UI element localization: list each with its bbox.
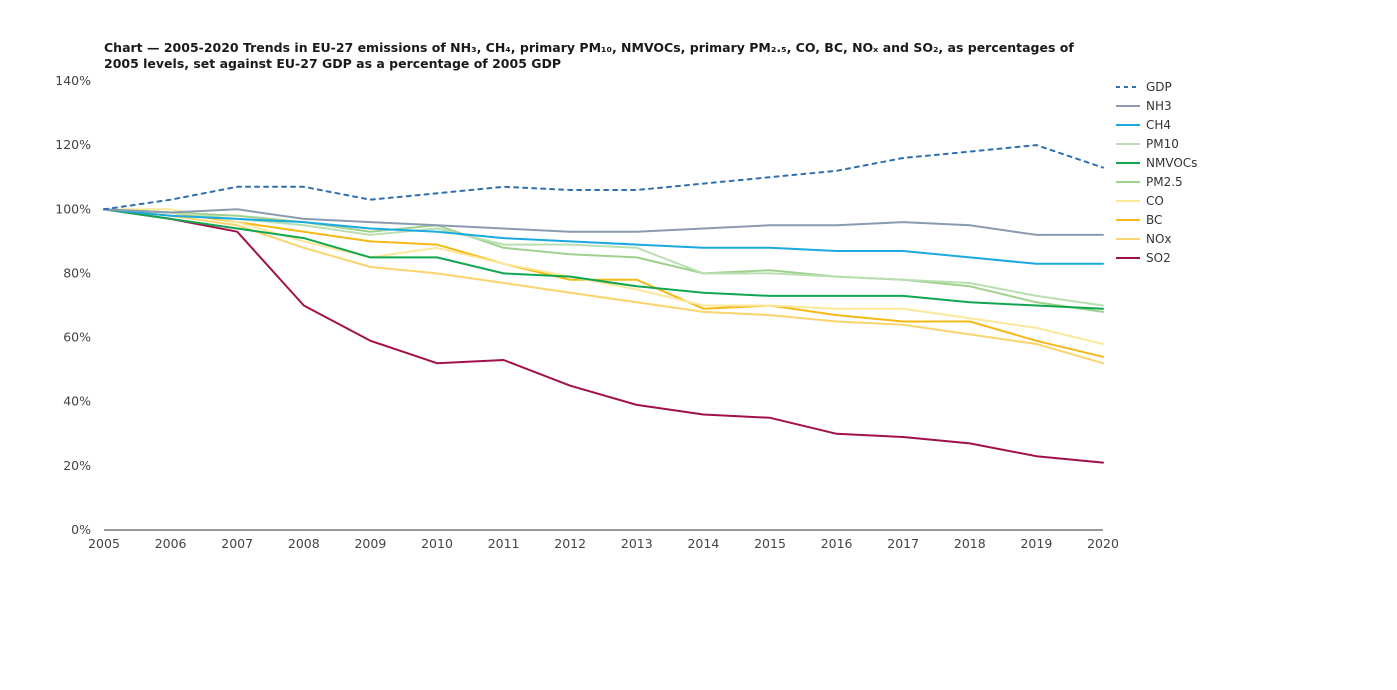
series-line-nmvocs[interactable] bbox=[103, 208, 1104, 310]
chart-title: Chart — 2005-2020 Trends in EU-27 emissi… bbox=[104, 40, 1074, 71]
x-tick-label: 2012 bbox=[554, 536, 586, 551]
y-tick-label: 0% bbox=[71, 522, 91, 537]
legend-item-pm10[interactable]: PM10 bbox=[1116, 137, 1179, 151]
y-axis: 0% 20% 40% 60% 80% 100% 120% 140% bbox=[55, 73, 91, 537]
legend-item-nmvocs[interactable]: NMVOCs bbox=[1116, 156, 1197, 170]
x-tick-label: 2014 bbox=[687, 536, 719, 551]
series-line-nh3[interactable] bbox=[103, 208, 1104, 236]
legend-item-co[interactable]: CO bbox=[1116, 194, 1164, 208]
series-line-gdp[interactable] bbox=[103, 144, 1104, 211]
legend-label: NMVOCs bbox=[1146, 156, 1197, 170]
y-tick-label: 40% bbox=[63, 394, 91, 409]
legend-item-nox[interactable]: NOx bbox=[1116, 232, 1172, 246]
legend-label: SO2 bbox=[1146, 251, 1171, 265]
x-tick-label: 2009 bbox=[354, 536, 386, 551]
y-tick-label: 60% bbox=[63, 330, 91, 345]
series-line-nox[interactable] bbox=[103, 208, 1104, 365]
legend-label: NH3 bbox=[1146, 99, 1172, 113]
series-layer bbox=[103, 144, 1104, 464]
y-tick-label: 80% bbox=[63, 265, 91, 280]
x-tick-label: 2005 bbox=[88, 536, 120, 551]
legend-label: BC bbox=[1146, 213, 1162, 227]
legend-item-bc[interactable]: BC bbox=[1116, 213, 1162, 227]
legend-label: GDP bbox=[1146, 80, 1172, 94]
y-tick-label: 140% bbox=[55, 73, 91, 88]
series-line-pm2-5[interactable] bbox=[103, 208, 1104, 313]
x-axis: 2005 2006 2007 2008 2009 2010 2011 2012 2013 2014… bbox=[88, 529, 1119, 551]
x-tick-label: 2020 bbox=[1087, 536, 1119, 551]
legend-item-so2[interactable]: SO2 bbox=[1116, 251, 1171, 265]
legend-item-ch4[interactable]: CH4 bbox=[1116, 118, 1171, 132]
series-line-co[interactable] bbox=[103, 208, 1104, 345]
legend-item-nh3[interactable]: NH3 bbox=[1116, 99, 1172, 113]
x-tick-label: 2015 bbox=[754, 536, 786, 551]
x-tick-label: 2013 bbox=[621, 536, 653, 551]
x-tick-label: 2018 bbox=[954, 536, 986, 551]
x-tick-label: 2016 bbox=[821, 536, 853, 551]
x-tick-label: 2008 bbox=[288, 536, 320, 551]
series-line-ch4[interactable] bbox=[103, 208, 1104, 265]
y-tick-label: 20% bbox=[63, 458, 91, 473]
y-tick-label: 120% bbox=[55, 137, 91, 152]
y-tick-label: 100% bbox=[55, 201, 91, 216]
x-tick-label: 2019 bbox=[1020, 536, 1052, 551]
legend-label: CH4 bbox=[1146, 118, 1171, 132]
legend-label: NOx bbox=[1146, 232, 1172, 246]
legend-item-pm2-5[interactable]: PM2.5 bbox=[1116, 175, 1183, 189]
series-line-bc[interactable] bbox=[103, 208, 1104, 358]
x-tick-label: 2011 bbox=[488, 536, 520, 551]
x-tick-label: 2017 bbox=[887, 536, 919, 551]
x-tick-label: 2010 bbox=[421, 536, 453, 551]
legend-item-gdp[interactable]: GDP bbox=[1116, 80, 1172, 94]
x-tick-label: 2007 bbox=[221, 536, 253, 551]
series-line-so2[interactable] bbox=[103, 208, 1104, 464]
legend-label: PM10 bbox=[1146, 137, 1179, 151]
legend: GDP NH3 CH4 PM10 NMVOCs PM2.5 CO BC NOx SO2 bbox=[1116, 80, 1197, 265]
legend-label: PM2.5 bbox=[1146, 175, 1183, 189]
series-line-pm10[interactable] bbox=[103, 208, 1104, 307]
legend-label: CO bbox=[1146, 194, 1164, 208]
x-tick-label: 2006 bbox=[155, 536, 187, 551]
